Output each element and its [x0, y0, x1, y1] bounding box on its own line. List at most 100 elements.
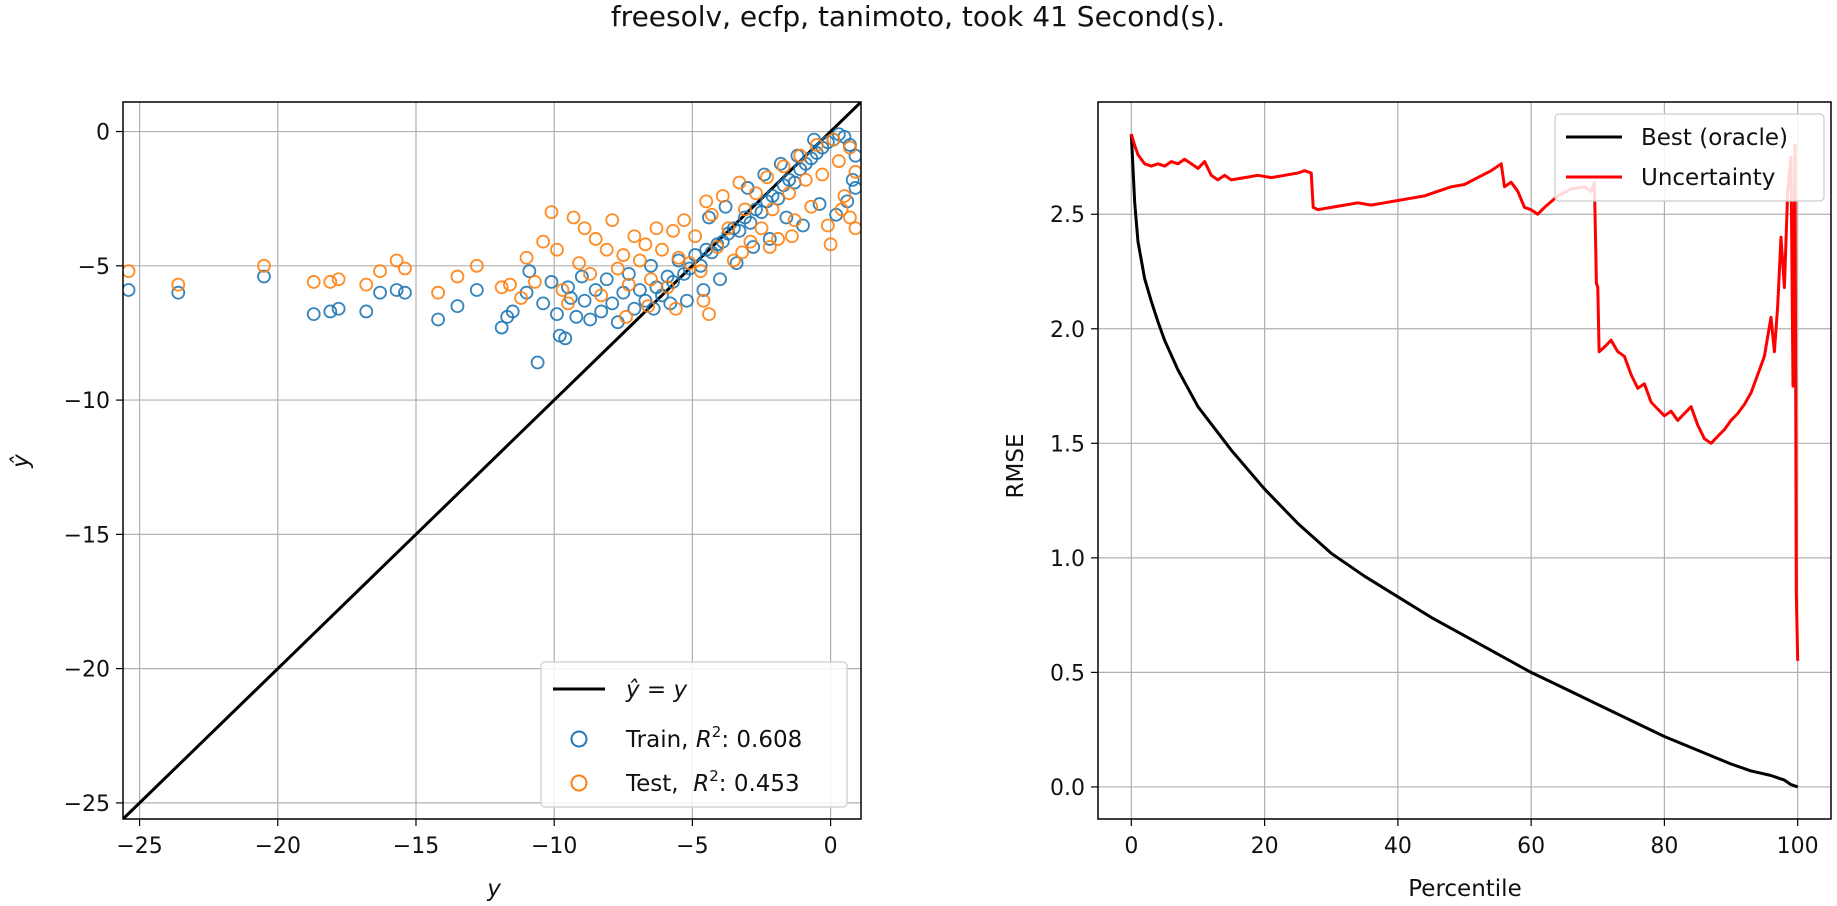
parity-legend-box	[540, 661, 848, 808]
test-point	[323, 275, 338, 289]
test-point	[666, 223, 680, 238]
train-point	[306, 307, 321, 322]
test-point	[735, 245, 750, 260]
test-point	[616, 248, 631, 262]
test-point	[594, 288, 609, 303]
test-point	[566, 210, 581, 225]
train-point	[583, 312, 598, 327]
train-point	[621, 266, 636, 281]
test-point	[527, 275, 542, 289]
train-point	[779, 210, 794, 225]
parity-axes-frame	[122, 101, 862, 820]
ax1-x-tick-label: −5	[676, 834, 708, 859]
parity-ticks: −25 −20 −15 −10 −5 0 0 −5 −10 −15 −20 −25	[64, 121, 838, 859]
test-point	[798, 172, 813, 187]
train-point	[505, 304, 520, 319]
train-point	[845, 172, 860, 187]
test-point	[826, 132, 841, 147]
rmse-marks	[1129, 133, 1800, 789]
test-point	[848, 221, 861, 236]
test-point	[572, 256, 586, 271]
ax1-y-tick-label: −10	[64, 389, 110, 414]
test-point	[660, 280, 675, 295]
uncertainty-rmse-line	[1129, 133, 1800, 661]
test-point	[688, 229, 703, 244]
test-point	[306, 275, 321, 289]
ax2-y-tick-label: 0.0	[1050, 776, 1085, 801]
train-point	[398, 285, 412, 300]
train-point	[331, 301, 346, 316]
test-point	[820, 218, 835, 233]
test-point	[848, 164, 861, 179]
test-point	[765, 202, 780, 217]
test-point	[831, 154, 846, 168]
test-point	[544, 205, 559, 220]
train-point	[627, 301, 642, 316]
test-point	[843, 140, 857, 155]
train-point	[550, 307, 564, 322]
test-point	[704, 207, 719, 222]
test-point	[469, 258, 484, 273]
test-point	[331, 272, 346, 287]
train-point	[702, 210, 716, 225]
legend-identity-label: ŷ = y	[625, 677, 688, 703]
train-point	[696, 283, 711, 297]
ax2-y-tick-label: 0.5	[1050, 661, 1085, 686]
parity-x-axis-label: y	[486, 876, 501, 902]
test-point	[605, 213, 620, 228]
test-point	[760, 170, 774, 185]
train-point	[757, 167, 772, 182]
test-point	[632, 253, 647, 268]
ax2-x-tick-label: 40	[1384, 834, 1412, 859]
train-point	[790, 148, 805, 163]
ax1-y-tick-label: −20	[64, 658, 110, 683]
test-point	[693, 264, 708, 279]
rmse-axes-frame	[1097, 101, 1832, 820]
test-point	[577, 221, 592, 236]
parity-marks	[123, 102, 861, 819]
legend-oracle-label: Best (oracle)	[1641, 125, 1788, 151]
train-point	[743, 215, 758, 230]
ax2-y-tick-label: 1.5	[1050, 432, 1085, 457]
test-point	[738, 202, 752, 217]
test-point	[627, 229, 642, 244]
train-point	[469, 283, 484, 297]
train-point	[577, 293, 592, 308]
test-point	[583, 266, 598, 281]
train-point	[729, 256, 744, 271]
train-point	[530, 355, 545, 370]
train-point	[522, 264, 537, 279]
legend-train-marker	[570, 730, 588, 748]
test-point	[644, 272, 658, 287]
legend-train-value: : 0.608	[721, 727, 802, 753]
test-point	[621, 277, 636, 292]
identity-line	[123, 102, 861, 819]
ax1-x-tick-label: −20	[255, 834, 301, 859]
train-point	[359, 304, 374, 319]
ax1-x-tick-label: 0	[824, 834, 838, 859]
test-point	[804, 199, 819, 214]
ax2-x-tick-label: 60	[1517, 834, 1545, 859]
ax2-x-tick-label: 100	[1777, 834, 1819, 859]
train-point	[373, 285, 387, 300]
legend-train-label: Train, R2: 0.608	[625, 723, 802, 753]
test-point	[823, 237, 838, 252]
test-point	[726, 253, 741, 268]
ax1-y-tick-label: −5	[78, 255, 110, 280]
test-point	[776, 159, 791, 174]
test-point	[702, 307, 716, 322]
test-point	[721, 221, 736, 236]
train-point	[812, 197, 827, 211]
test-point	[815, 167, 830, 182]
ax2-y-tick-label: 1.0	[1050, 547, 1085, 572]
figure-title: freesolv, ecfp, tanimoto, took 41 Second…	[611, 0, 1225, 33]
parity-legend: ŷ = y Train, R2: 0.608 Test, R2: 0.453	[540, 661, 848, 808]
train-point	[323, 304, 338, 319]
train-point	[494, 320, 509, 335]
test-point	[754, 221, 769, 236]
test-point	[641, 299, 656, 313]
test-point	[793, 148, 808, 163]
test-point	[809, 138, 824, 152]
parity-y-axis-label: ŷ	[8, 454, 34, 469]
